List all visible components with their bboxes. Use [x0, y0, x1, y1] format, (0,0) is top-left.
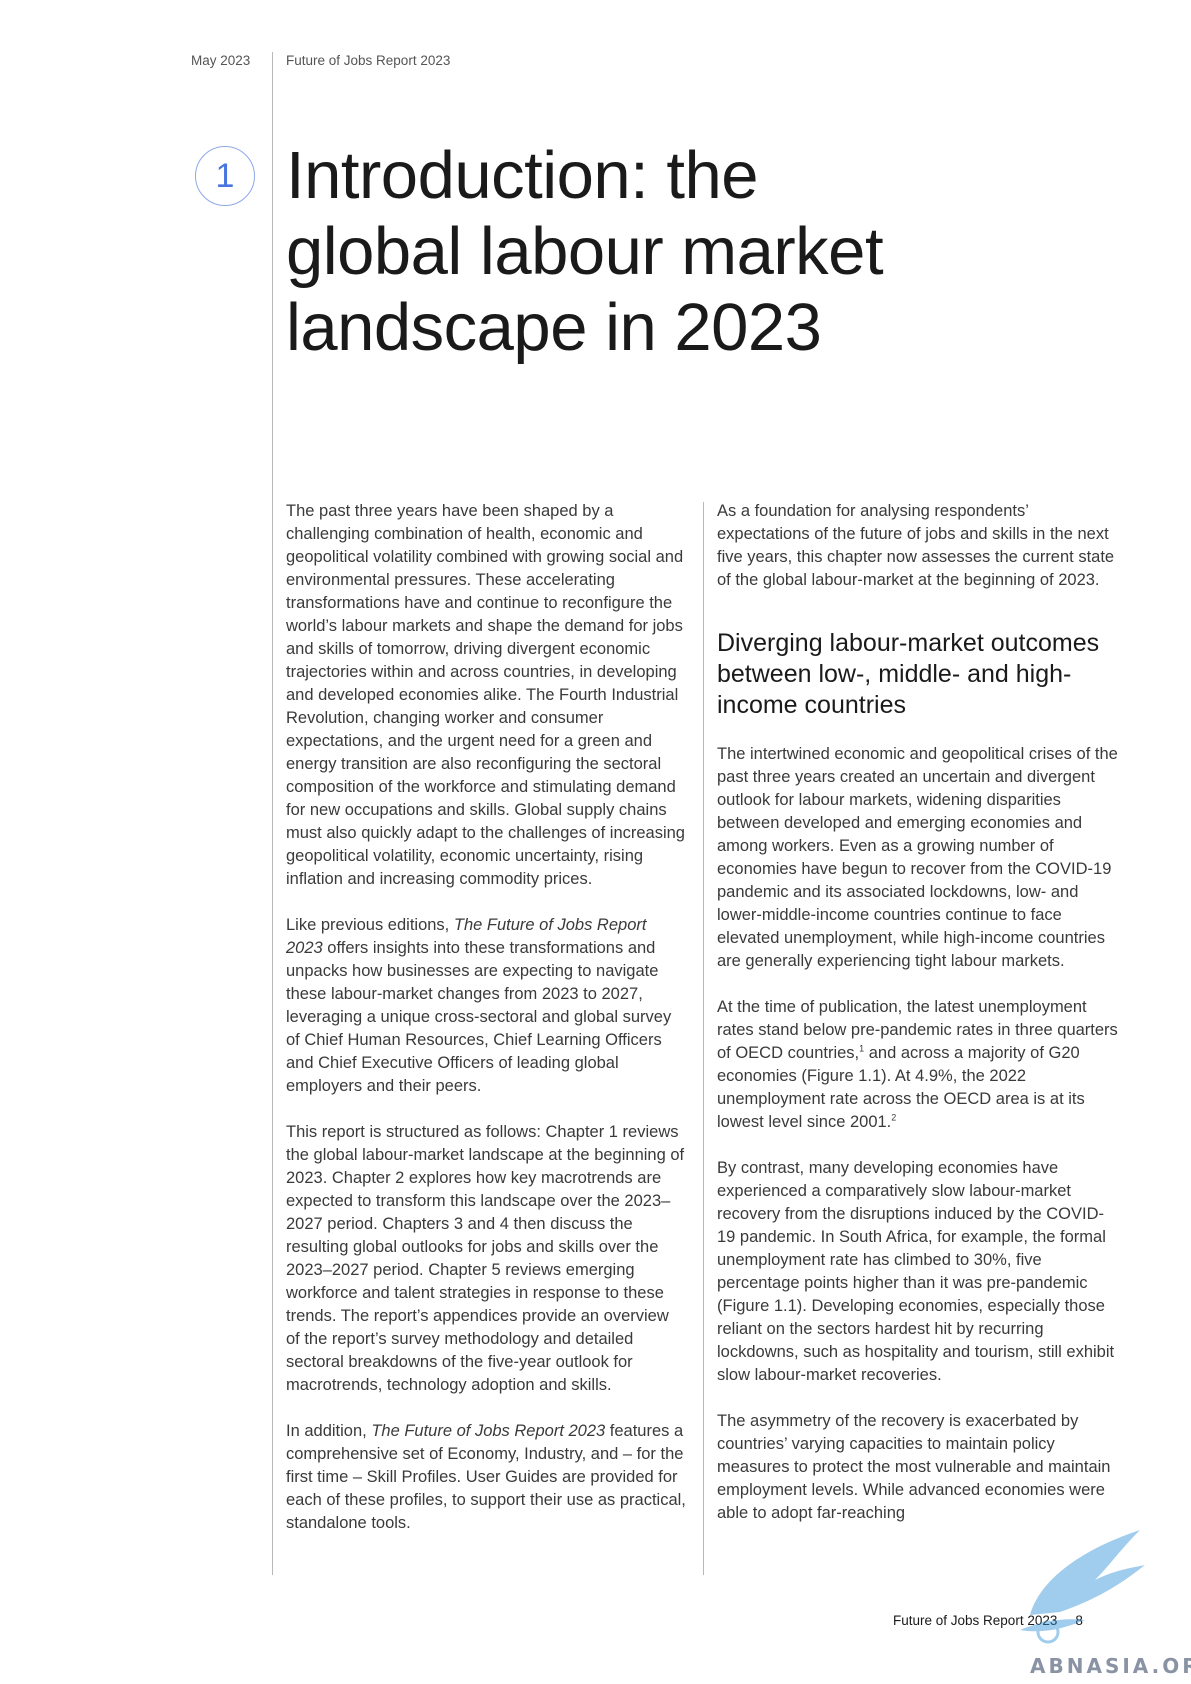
footnote-ref-1[interactable]: 1	[859, 1043, 865, 1054]
section-heading: Diverging labour-market outcomes between…	[717, 629, 1100, 719]
page-footer: Future of Jobs Report 2023 8	[893, 1613, 1083, 1628]
left-paragraph-2: Like previous editions, The Future of Jo…	[286, 916, 672, 1095]
right-column: As a foundation for analysing respondent…	[717, 500, 1122, 1548]
report-name-italic: The Future of Jobs Report 2023	[371, 1422, 606, 1440]
column-divider	[703, 502, 704, 1575]
report-name-italic: The Future of Jobs Report 2023	[286, 916, 647, 957]
header-date: May 2023	[191, 53, 251, 68]
chapter-title-line-3: landscape in 2023	[286, 290, 822, 365]
left-paragraph-3: This report is structured as follows: Ch…	[286, 1123, 685, 1394]
left-paragraph-4: In addition, The Future of Jobs Report 2…	[286, 1422, 686, 1532]
right-paragraph-3: At the time of publication, the latest u…	[717, 998, 1118, 1131]
chapter-number: 1	[215, 156, 235, 195]
chapter-title-line-2: global labour market	[286, 214, 884, 289]
footer-report-title: Future of Jobs Report 2023	[893, 1613, 1058, 1628]
left-paragraph-1: The past three years have been shaped by…	[286, 502, 685, 888]
header-report-title: Future of Jobs Report 2023	[286, 53, 451, 68]
chapter-title: Introduction: the global labour market l…	[286, 138, 1046, 366]
bird-logo-icon	[1020, 1530, 1145, 1644]
right-paragraph-1: As a foundation for analysing respondent…	[717, 502, 1115, 589]
left-column: The past three years have been shaped by…	[286, 500, 686, 1558]
watermark-text: ABNASIA.ORG	[1030, 1654, 1191, 1678]
right-paragraph-2: The intertwined economic and geopolitica…	[717, 745, 1118, 970]
chapter-title-line-1: Introduction: the	[286, 138, 758, 213]
right-paragraph-5: The asymmetry of the recovery is exacerb…	[717, 1412, 1111, 1522]
chapter-number-badge: 1	[195, 146, 255, 206]
margin-divider	[272, 52, 273, 1575]
footnote-ref-2[interactable]: 2	[891, 1112, 897, 1123]
page-number: 8	[1075, 1613, 1083, 1628]
right-paragraph-4: By contrast, many developing economies h…	[717, 1159, 1115, 1384]
